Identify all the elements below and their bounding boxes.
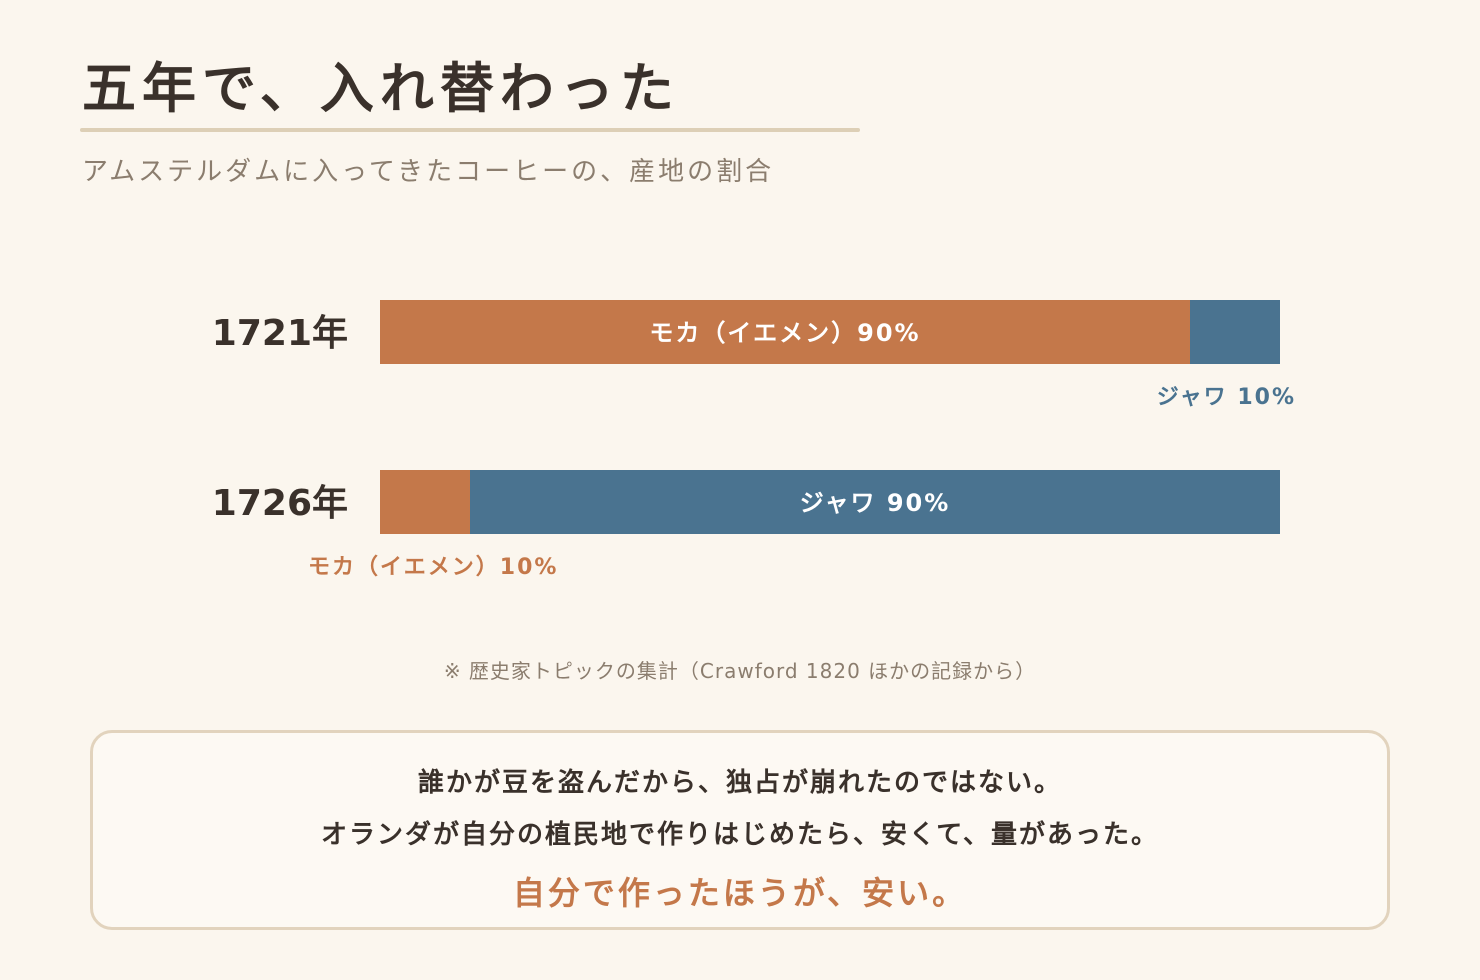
callout-line-2: オランダが自分の植民地で作りはじめたら、安くて、量があった。 xyxy=(321,820,1159,850)
data-label-0-1: ジャワ 10% xyxy=(1157,385,1296,410)
page-title: 五年で、入れ替わった xyxy=(82,57,680,120)
source-note: ※ 歴史家トピックの集計（Crawford 1820 ほかの記録から） xyxy=(443,659,1037,683)
year-label-1: 1726年 xyxy=(212,483,348,524)
bar-segment-0-0 xyxy=(380,300,1190,364)
data-label-0-0: モカ（イエメン）90% xyxy=(649,319,920,347)
data-label-1-1: ジャワ 90% xyxy=(800,489,951,517)
title-underline xyxy=(80,128,860,132)
bar-segment-1-0 xyxy=(380,470,470,534)
callout-emphasis: 自分で作ったほうが、安い。 xyxy=(512,874,968,912)
data-label-1-0: モカ（イエメン）10% xyxy=(308,555,558,580)
year-label-0: 1721年 xyxy=(212,313,348,354)
conclusion-callout: 誰かが豆を盗んだから、独占が崩れたのではない。 オランダが自分の植民地で作りはじ… xyxy=(90,730,1390,930)
page-subtitle: アムステルダムに入ってきたコーヒーの、産地の割合 xyxy=(82,157,775,187)
callout-line-1: 誰かが豆を盗んだから、独占が崩れたのではない。 xyxy=(417,768,1062,798)
bar-segment-0-1 xyxy=(1190,300,1280,364)
bar-segment-1-1 xyxy=(470,470,1280,534)
